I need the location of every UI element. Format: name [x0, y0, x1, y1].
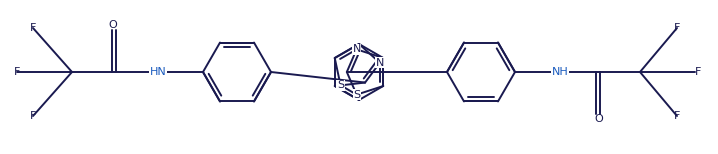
Text: F: F [14, 67, 20, 77]
Text: O: O [595, 114, 603, 124]
Text: N: N [353, 44, 361, 54]
Text: S: S [353, 90, 360, 100]
Text: F: F [673, 23, 680, 33]
Text: F: F [673, 111, 680, 121]
Text: HN: HN [149, 67, 167, 77]
Text: NH: NH [551, 67, 569, 77]
Text: S: S [337, 80, 344, 90]
Text: F: F [30, 111, 36, 121]
Text: N: N [376, 58, 384, 68]
Text: F: F [695, 67, 701, 77]
Text: F: F [30, 23, 36, 33]
Text: O: O [108, 20, 117, 30]
